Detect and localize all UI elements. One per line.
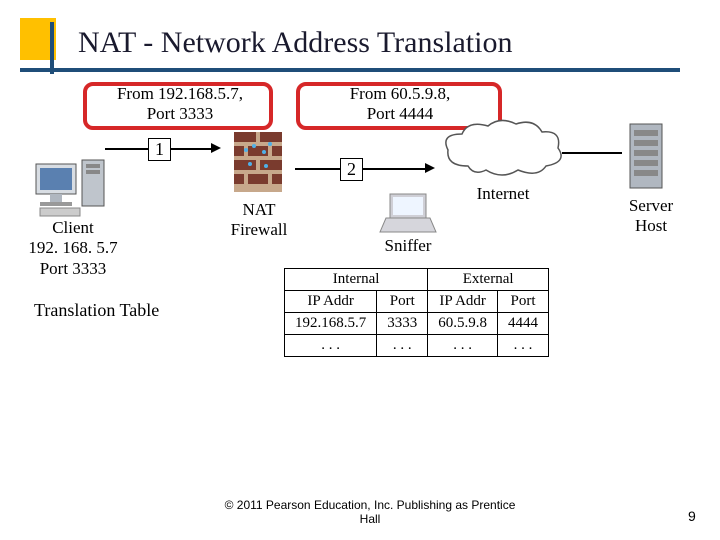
packet2-line2: Port 4444 <box>367 104 434 123</box>
client-name: Client <box>52 218 94 237</box>
line-cloud-server <box>562 152 622 154</box>
cell-ext-port: 4444 <box>498 313 549 335</box>
cell-dots-2: . . . <box>377 335 428 357</box>
server-line1: Server <box>629 196 673 215</box>
packet2-line1: From 60.5.9.8, <box>350 84 451 103</box>
internet-cloud-icon <box>438 116 568 186</box>
internet-label: Internet <box>458 184 548 204</box>
step-1-box: 1 <box>148 138 171 161</box>
packet1-line2: Port 3333 <box>147 104 214 123</box>
decor-blue-vertical <box>50 22 54 74</box>
client-pc-icon <box>30 158 110 218</box>
server-line2: Host <box>635 216 667 235</box>
th-ext-ip: IP Addr <box>428 291 498 313</box>
arrowhead-1 <box>211 143 221 153</box>
client-port: Port 3333 <box>40 259 107 278</box>
cell-int-port: 3333 <box>377 313 428 335</box>
th-ext-port: Port <box>498 291 549 313</box>
nat-firewall-label: NAT Firewall <box>222 200 296 241</box>
translation-table: Internal External IP Addr Port IP Addr P… <box>284 268 549 357</box>
server-label: Server Host <box>620 196 682 237</box>
copyright-text: © 2011 Pearson Education, Inc. Publishin… <box>220 498 520 526</box>
server-icon <box>624 120 668 194</box>
packet1-text: From 192.168.5.7, Port 3333 <box>95 84 265 125</box>
th-int-port: Port <box>377 291 428 313</box>
translation-table-label: Translation Table <box>34 300 204 322</box>
cell-ext-ip: 60.5.9.8 <box>428 313 498 335</box>
page-number: 9 <box>688 508 696 524</box>
client-label: Client 192. 168. 5.7 Port 3333 <box>18 218 128 279</box>
nat-firewall-icon <box>230 126 286 198</box>
cell-dots-1: . . . <box>285 335 377 357</box>
client-ip: 192. 168. 5.7 <box>28 238 117 257</box>
page-title: NAT - Network Address Translation <box>78 26 512 60</box>
arrowhead-2 <box>425 163 435 173</box>
cell-dots-3: . . . <box>428 335 498 357</box>
th-external: External <box>428 269 549 291</box>
sniffer-label: Sniffer <box>378 236 438 256</box>
step-2-box: 2 <box>340 158 363 181</box>
th-internal: Internal <box>285 269 428 291</box>
th-int-ip: IP Addr <box>285 291 377 313</box>
nat-line1: NAT <box>242 200 275 219</box>
decor-blue-horizontal <box>20 68 680 72</box>
nat-line2: Firewall <box>231 220 288 239</box>
cell-int-ip: 192.168.5.7 <box>285 313 377 335</box>
packet1-line1: From 192.168.5.7, <box>117 84 243 103</box>
cell-dots-4: . . . <box>498 335 549 357</box>
sniffer-laptop-icon <box>378 192 438 236</box>
